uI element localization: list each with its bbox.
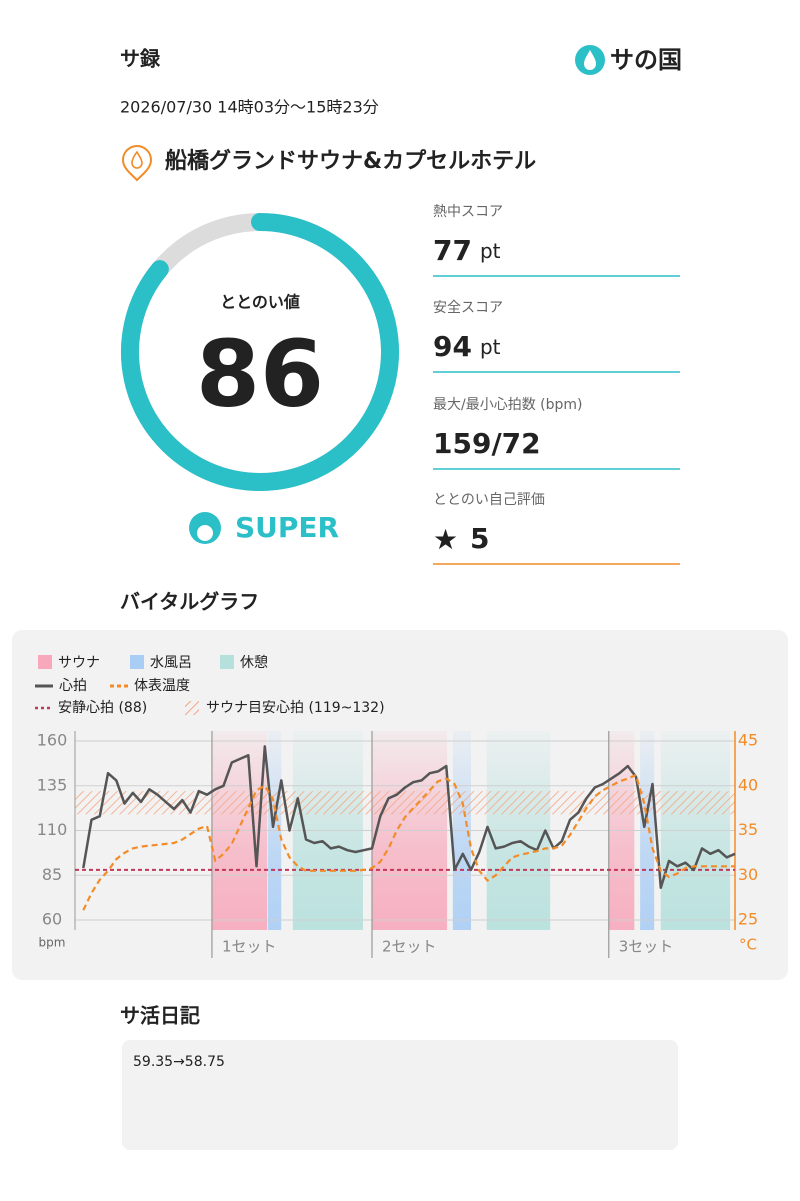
stat-label: 安全スコア bbox=[433, 300, 503, 316]
diary-box bbox=[122, 1040, 678, 1150]
diary-title: サ活日記 bbox=[120, 1004, 200, 1028]
series-line bbox=[82, 745, 736, 890]
logo-text: サの国 bbox=[610, 46, 682, 74]
legend-label: 休憩 bbox=[240, 654, 268, 671]
chart: 60 85 110 135 160 25 30 35 40 45 bpm °C 1セット 2セット 3セット… bbox=[35, 654, 758, 958]
stats: 熱中スコア 77 pt 安全スコア 94 pt 最大/最小心拍数 (bpm) 159/72 とと… bbox=[433, 204, 680, 565]
y2-axis-label: °C bbox=[739, 936, 757, 954]
legend-swatch bbox=[220, 655, 234, 669]
flame bbox=[131, 150, 143, 169]
stat-label: 最大/最小心拍数 (bpm) bbox=[433, 397, 583, 413]
stat-value: 159/72 bbox=[433, 427, 541, 460]
stat-label: 熱中スコア bbox=[433, 204, 503, 220]
location-icon bbox=[121, 144, 153, 182]
legend-label: 安静心拍 (88) bbox=[58, 700, 147, 716]
pin bbox=[121, 144, 153, 182]
level-icon bbox=[189, 512, 221, 544]
score-value: 86 bbox=[196, 320, 324, 427]
y2-tick-label: 30 bbox=[738, 865, 758, 884]
legend-label: サウナ目安心拍 (119~132) bbox=[206, 700, 385, 716]
legend-swatch bbox=[38, 655, 52, 669]
y-tick-label: 110 bbox=[37, 820, 68, 839]
icon-face bbox=[197, 525, 213, 541]
gauge-arc bbox=[121, 213, 399, 491]
logo[interactable]: サの国 bbox=[575, 45, 682, 75]
stat-value: 77 pt bbox=[433, 234, 501, 267]
legend-swatch bbox=[130, 655, 144, 669]
y-tick-label: 135 bbox=[37, 775, 68, 794]
stat-unit: pt bbox=[480, 335, 501, 359]
diary-text: 59.35→58.75 bbox=[133, 1054, 225, 1070]
y2-tick-label: 25 bbox=[738, 910, 758, 929]
chart-title: バイタルグラフ bbox=[120, 590, 259, 614]
legend-label: 体表温度 bbox=[134, 678, 190, 694]
series-line bbox=[82, 773, 735, 911]
stat-label: ととのい自己評価 bbox=[433, 492, 545, 508]
stat-value: 5 bbox=[470, 522, 489, 555]
header-title: サ録 bbox=[120, 47, 161, 71]
legend-label: 水風呂 bbox=[150, 655, 192, 671]
y2-tick-label: 35 bbox=[738, 820, 758, 839]
facility-name[interactable]: 船橋グランドサウナ&カプセルホテル bbox=[165, 148, 536, 174]
y-tick-label: 160 bbox=[37, 731, 68, 750]
score-label: ととのい値 bbox=[220, 293, 300, 312]
score-level: SUPER bbox=[235, 511, 339, 544]
legend-label: 心拍 bbox=[59, 678, 87, 694]
y-axis-label: bpm bbox=[39, 936, 66, 950]
y-tick-label: 60 bbox=[42, 910, 62, 929]
y2-tick-label: 45 bbox=[738, 731, 758, 750]
target-band bbox=[75, 791, 735, 815]
star: ★ bbox=[433, 523, 458, 556]
legend-label: サウナ bbox=[58, 655, 100, 671]
set-label: 1セット bbox=[222, 938, 277, 956]
logo-drop bbox=[584, 50, 596, 70]
legend-swatch bbox=[185, 701, 199, 715]
set-label: 2セット bbox=[382, 938, 437, 956]
y2-tick-label: 40 bbox=[738, 775, 758, 794]
stat-unit: pt bbox=[480, 239, 501, 263]
datetime: 2026/07/30 14時03分〜15時23分 bbox=[120, 98, 379, 117]
y-tick-label: 85 bbox=[42, 865, 62, 884]
set-label: 3セット bbox=[619, 938, 674, 956]
stat-value: 94 pt bbox=[433, 330, 501, 363]
